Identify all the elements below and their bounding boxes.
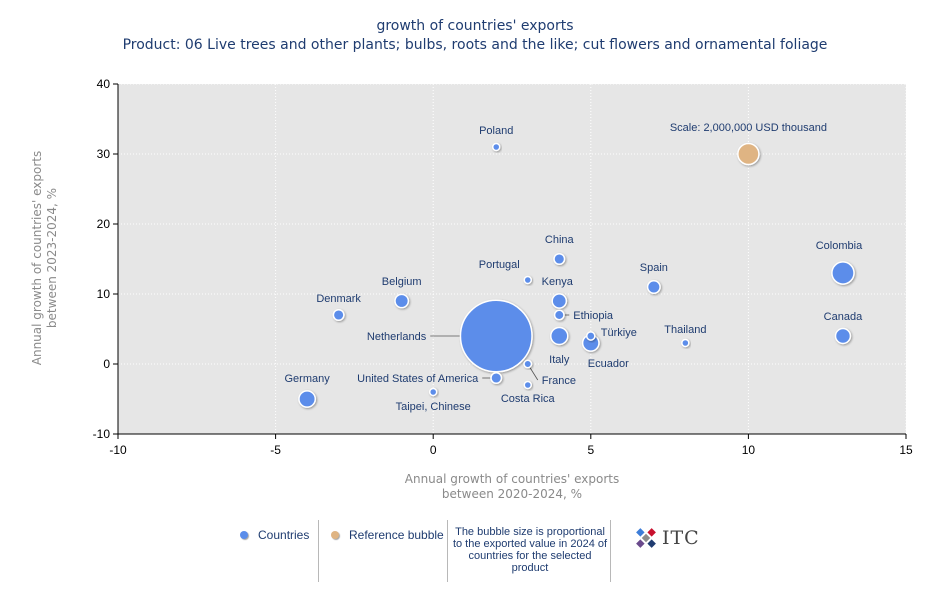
bubble-ethiopia — [553, 309, 565, 321]
bubble-france — [523, 359, 533, 369]
bubbles — [298, 142, 855, 408]
bubble-label: United States of America — [357, 373, 479, 385]
x-tick-label: -5 — [270, 443, 281, 457]
bubble-label: Ecuador — [588, 358, 629, 370]
bubble-label: Netherlands — [367, 331, 427, 343]
bubble-label: Kenya — [542, 276, 574, 288]
bubble-label: Costa Rica — [501, 393, 556, 405]
y-tick-label: 10 — [97, 287, 111, 301]
chart-subtitle: Product: 06 Live trees and other plants;… — [122, 37, 828, 53]
y-axis-title-line-1: Annual growth of countries' exports — [30, 150, 44, 366]
x-tick-label: -10 — [109, 443, 127, 457]
bubble-denmark — [332, 308, 345, 322]
legend-dot-reference — [331, 531, 339, 539]
plot-area — [118, 84, 906, 434]
bubble-netherlands — [459, 299, 533, 373]
legend-dot-countries — [240, 531, 248, 539]
y-tick-label: -10 — [93, 427, 111, 441]
bubble-canada — [834, 327, 852, 345]
legend-label-reference: Reference bubble — [349, 528, 444, 542]
reference-bubble-label: Scale: 2,000,000 USD thousand — [670, 122, 827, 134]
x-axis-title-line-1: Annual growth of countries' exports — [404, 472, 620, 486]
y-tick-label: 30 — [97, 147, 111, 161]
bubble-label: France — [542, 375, 576, 387]
bubble-thailand — [681, 338, 690, 348]
axes: -10 -5 0 5 10 15 -10 0 10 20 30 40 — [93, 77, 913, 457]
bubble-label: Germany — [284, 373, 330, 385]
bubble-label: China — [545, 234, 575, 246]
bubble-taipei-chinese — [428, 387, 438, 397]
bubble-label: Italy — [549, 354, 570, 366]
bubble-label: Denmark — [316, 293, 361, 305]
x-tick-label: 5 — [587, 443, 594, 457]
x-tick-label: 15 — [899, 443, 913, 457]
y-axis-title: Annual growth of countries' exports betw… — [30, 108, 60, 408]
bubble-germany — [298, 390, 317, 408]
bubble-china — [553, 252, 566, 266]
itc-logo: ITC — [634, 526, 700, 550]
bubble-colombia — [831, 261, 855, 285]
bubble-portugal — [523, 275, 533, 285]
x-axis-title: Annual growth of countries' exports betw… — [362, 472, 662, 502]
legend-item-reference[interactable]: Reference bubble — [331, 528, 444, 542]
y-tick-label: 0 — [103, 357, 110, 371]
itc-logo-icon — [636, 528, 656, 548]
bubble-reference — [737, 142, 760, 166]
bubble-t-rkiye — [585, 331, 596, 341]
legend-divider — [318, 520, 319, 582]
bubble-label: Belgium — [382, 276, 422, 288]
y-tick-label: 40 — [97, 77, 111, 91]
bubble-label: Canada — [824, 311, 863, 323]
bubble-italy — [550, 326, 569, 346]
bubble-united-states-of-america — [490, 371, 503, 385]
bubble-belgium — [394, 293, 410, 309]
bubble-label: Colombia — [816, 240, 863, 252]
bubble-costa-rica — [523, 380, 533, 390]
legend-divider — [447, 520, 448, 582]
bubble-label: Türkiye — [601, 327, 637, 339]
bubble-label: Spain — [640, 262, 668, 274]
bubble-kenya — [551, 293, 568, 309]
legend-label-countries: Countries — [258, 528, 310, 542]
bubble-spain — [646, 280, 661, 294]
itc-logo-text: ITC — [662, 527, 700, 549]
bubble-label: Thailand — [664, 324, 706, 336]
bubble-label: Taipei, Chinese — [396, 401, 471, 413]
bubble-label: Portugal — [479, 259, 520, 271]
legend-note: The bubble size is proportional to the e… — [452, 526, 608, 574]
bubble-label: Ethiopia — [573, 310, 614, 322]
legend: Countries Reference bubble The bubble si… — [228, 520, 628, 582]
chart-title: growth of countries' exports — [376, 18, 574, 34]
bubble-labels: Poland China Portugal Kenya Spain Colombia Bel… — [284, 122, 863, 413]
legend-divider — [610, 520, 611, 582]
legend-item-countries[interactable]: Countries — [240, 528, 309, 542]
x-tick-label: 0 — [430, 443, 437, 457]
bubble-poland — [491, 142, 501, 152]
bubble-label: Poland — [479, 125, 513, 137]
y-axis-title-line-2: between 2023-2024, % — [45, 187, 59, 329]
x-tick-label: 10 — [742, 443, 756, 457]
y-tick-label: 20 — [97, 217, 111, 231]
x-axis-title-line-2: between 2020-2024, % — [441, 487, 583, 501]
